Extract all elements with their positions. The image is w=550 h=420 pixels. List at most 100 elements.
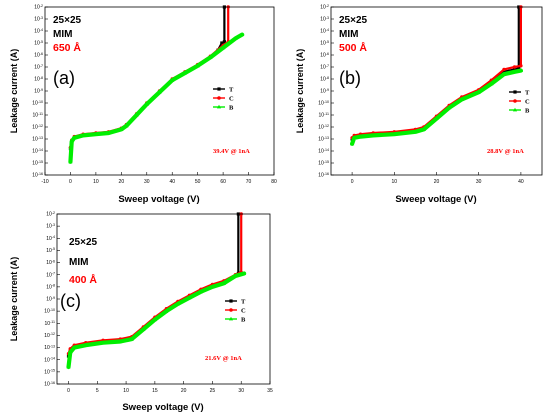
panel-c-label: (c) bbox=[60, 291, 81, 311]
series-B-marker bbox=[198, 289, 204, 294]
series-B-marker bbox=[175, 301, 180, 306]
x-tick-label: 35 bbox=[267, 388, 273, 394]
y-tick-label: 10-10 bbox=[44, 308, 55, 315]
panel-a-label: (a) bbox=[53, 68, 75, 88]
y-tick-label: 10-4 bbox=[34, 28, 43, 35]
series-B-marker bbox=[119, 127, 124, 131]
legend-B-marker bbox=[512, 107, 518, 112]
y-tick-label: 10-8 bbox=[46, 284, 55, 291]
series-C-line bbox=[69, 5, 230, 149]
x-tick-label: 50 bbox=[195, 179, 201, 185]
series-B-marker bbox=[93, 132, 98, 136]
y-tick-label: 10-14 bbox=[318, 148, 329, 155]
panel-c-thickness: 400 Å bbox=[69, 273, 97, 286]
y-tick-label: 10-8 bbox=[34, 76, 43, 83]
y-tick-label: 10-16 bbox=[318, 172, 329, 179]
panel-b-thickness: 500 Å bbox=[339, 41, 367, 54]
y-tick-label: 10-3 bbox=[34, 16, 43, 23]
series-B-marker bbox=[476, 90, 481, 94]
panel-a-ticks: -10 0 10 20 30 40 50 60 70 80 10-16 10-15 10-14 10-13… bbox=[32, 4, 277, 185]
panel-c-annotation: 21.6V @ 1nA bbox=[205, 355, 242, 362]
panel-c-legend: TCB bbox=[225, 298, 246, 323]
legend-T-label: T bbox=[229, 86, 234, 93]
panel-a-annotation: 39.4V @ 1nA bbox=[213, 148, 250, 155]
series-B-marker bbox=[518, 68, 523, 72]
y-tick-label: 10-10 bbox=[318, 100, 329, 107]
panel-c-device: MIM bbox=[69, 257, 88, 268]
legend-T-marker bbox=[513, 90, 517, 94]
x-tick-label: 10 bbox=[392, 179, 398, 185]
x-tick-label: 60 bbox=[220, 179, 226, 185]
series-B-marker bbox=[157, 90, 162, 94]
series-T-marker bbox=[222, 40, 226, 44]
x-tick-label: 0 bbox=[351, 179, 354, 185]
y-tick-label: 10-5 bbox=[46, 247, 55, 254]
series-B-marker bbox=[164, 308, 169, 313]
x-tick-label: 70 bbox=[246, 179, 252, 185]
panel-a-device: MIM bbox=[53, 29, 72, 40]
panel-b-series bbox=[350, 5, 523, 146]
legend-C-label: C bbox=[229, 95, 234, 102]
y-tick-label: 10-11 bbox=[45, 320, 56, 327]
series-B-marker bbox=[72, 345, 77, 349]
series-B-marker bbox=[413, 129, 418, 134]
panel-b-dimension: 25×25 bbox=[339, 15, 368, 26]
y-tick-label: 10-15 bbox=[44, 369, 55, 376]
panel-c-ticks: 0 5 10 15 20 25 30 35 10-16 10-15 10-14 10-13 10-12 1… bbox=[44, 211, 273, 394]
y-tick-label: 10-5 bbox=[320, 40, 329, 47]
series-B-marker bbox=[68, 350, 73, 354]
series-B-marker bbox=[141, 327, 146, 331]
series-B-marker bbox=[100, 340, 106, 345]
series-B-marker bbox=[129, 336, 134, 341]
x-tick-label: 5 bbox=[96, 388, 99, 394]
series-B-marker bbox=[187, 295, 192, 300]
y-tick-label: 10-2 bbox=[320, 4, 329, 11]
panel-a-series bbox=[68, 5, 245, 164]
series-B-marker bbox=[69, 139, 74, 143]
series-C-marker bbox=[502, 67, 506, 72]
y-tick-label: 10-6 bbox=[34, 52, 43, 59]
y-tick-label: 10-15 bbox=[318, 160, 329, 167]
panel-b-device: MIM bbox=[339, 29, 358, 40]
series-B-marker bbox=[352, 135, 357, 140]
series-T-line bbox=[69, 5, 226, 150]
series-B-marker bbox=[221, 281, 227, 285]
y-tick-label: 10-2 bbox=[46, 211, 55, 218]
series-B-marker bbox=[434, 116, 439, 120]
panel-a-xlabel: Sweep voltage (V) bbox=[118, 194, 199, 205]
series-B-marker bbox=[501, 72, 507, 76]
series-C-marker bbox=[519, 64, 523, 68]
series-B-marker bbox=[106, 130, 111, 135]
y-tick-label: 10-12 bbox=[318, 124, 329, 131]
panel-b-legend: TCB bbox=[509, 89, 530, 114]
y-tick-label: 10-13 bbox=[44, 344, 55, 351]
series-B-marker bbox=[221, 45, 226, 50]
panel-b-annotation: 28.8V @ 1nA bbox=[487, 148, 524, 155]
legend-C-label: C bbox=[241, 307, 246, 314]
y-tick-label: 10-7 bbox=[34, 64, 43, 71]
series-C-marker bbox=[512, 65, 517, 69]
series-B-marker bbox=[83, 342, 88, 347]
y-tick-label: 10-13 bbox=[318, 136, 329, 143]
y-tick-label: 10-16 bbox=[32, 172, 43, 179]
x-tick-label: 30 bbox=[144, 179, 150, 185]
y-tick-label: 10-4 bbox=[320, 28, 329, 35]
series-B-marker bbox=[134, 112, 139, 117]
panel-c-dimension: 25×25 bbox=[69, 237, 98, 248]
y-tick-label: 10-7 bbox=[46, 272, 55, 279]
panel-b-label: (b) bbox=[339, 68, 361, 88]
legend-B-label: B bbox=[229, 104, 234, 111]
series-T-marker bbox=[502, 70, 506, 74]
series-B-marker bbox=[240, 32, 245, 36]
y-tick-label: 10-12 bbox=[32, 124, 43, 131]
series-T-marker bbox=[517, 66, 521, 70]
y-tick-label: 10-11 bbox=[319, 112, 330, 119]
panel-c-series bbox=[66, 212, 247, 370]
series-B-marker bbox=[392, 132, 397, 136]
panel-a: -10 0 10 20 30 40 50 60 70 80 10-16 10-15 10-14 10-13… bbox=[9, 4, 277, 205]
series-B-marker bbox=[459, 97, 464, 101]
y-tick-label: 10-5 bbox=[34, 40, 43, 47]
x-tick-label: 20 bbox=[434, 179, 440, 185]
x-tick-label: 20 bbox=[119, 179, 125, 185]
